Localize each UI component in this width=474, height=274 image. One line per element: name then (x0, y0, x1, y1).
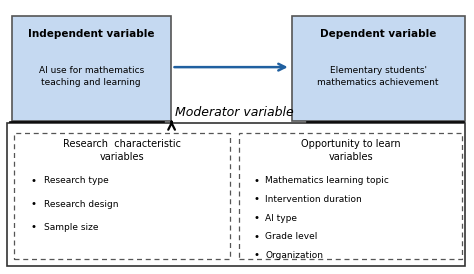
Text: Opportunity to learn
variables: Opportunity to learn variables (301, 139, 401, 162)
Text: AI use for mathematics
teaching and learning: AI use for mathematics teaching and lear… (38, 66, 144, 87)
Text: Research  characteristic
variables: Research characteristic variables (63, 139, 181, 162)
Text: Sample size: Sample size (44, 223, 99, 232)
FancyBboxPatch shape (12, 16, 171, 121)
Text: Research design: Research design (44, 200, 118, 209)
Text: Independent variable: Independent variable (28, 29, 155, 39)
Text: AI type: AI type (265, 214, 298, 222)
Text: Mathematics learning topic: Mathematics learning topic (265, 176, 389, 185)
Text: •: • (254, 176, 260, 186)
Text: •: • (254, 250, 260, 260)
Text: •: • (254, 213, 260, 223)
Bar (14, 133, 230, 259)
Bar (7, 123, 465, 266)
Text: Research type: Research type (44, 176, 109, 185)
Text: Intervention duration: Intervention duration (265, 195, 362, 204)
Text: Organization: Organization (265, 251, 323, 260)
FancyBboxPatch shape (292, 16, 465, 121)
Text: Elementary students'
mathematics achievement: Elementary students' mathematics achieve… (317, 66, 439, 87)
Text: •: • (31, 199, 37, 209)
Text: •: • (254, 232, 260, 242)
Bar (239, 133, 462, 259)
Text: Moderator variable: Moderator variable (175, 106, 294, 119)
Text: •: • (31, 222, 37, 232)
Text: Dependent variable: Dependent variable (320, 29, 436, 39)
Text: •: • (254, 195, 260, 204)
Text: Grade level: Grade level (265, 232, 318, 241)
Text: •: • (31, 176, 37, 186)
